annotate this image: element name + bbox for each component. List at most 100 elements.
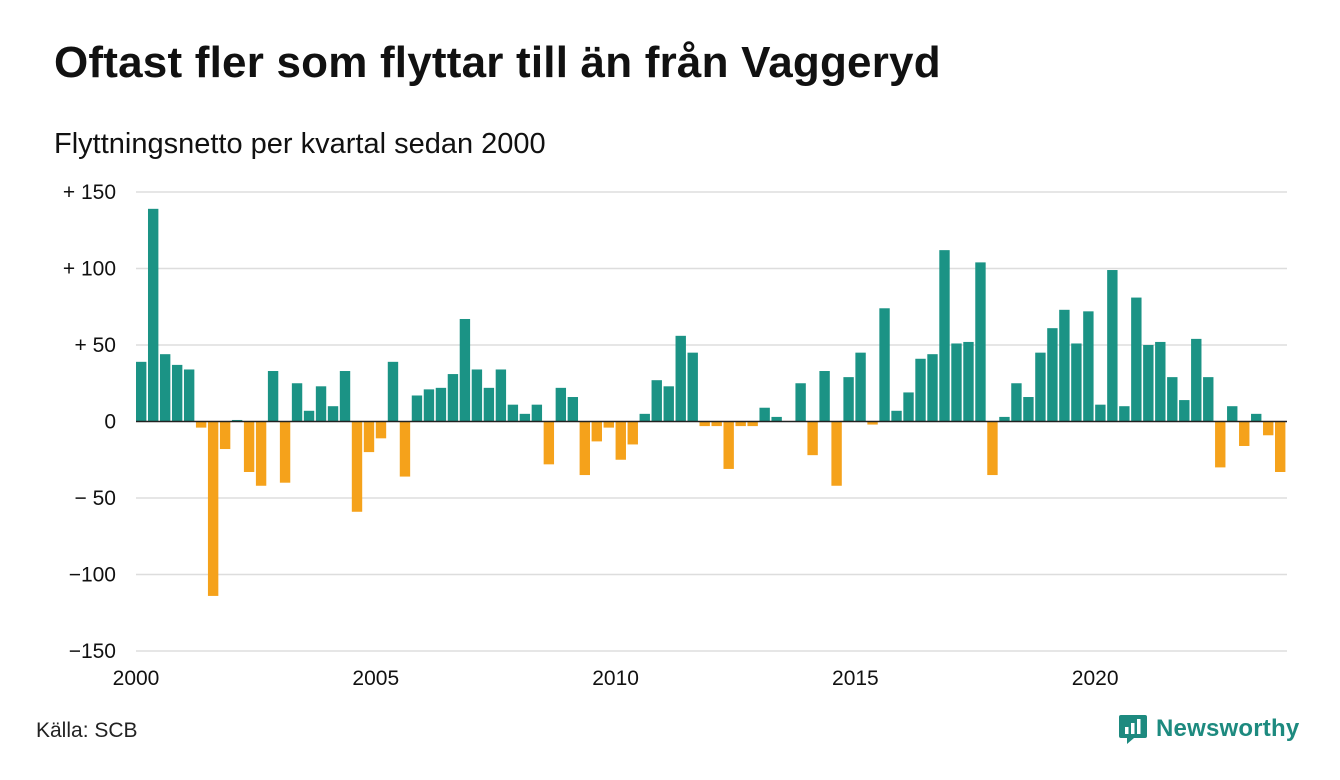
bar: 2016 Q1: 19 (903, 392, 914, 422)
bar: 2017 Q1: 51 (951, 343, 962, 422)
x-tick-label: 2020 (1072, 667, 1119, 690)
y-tick-label: 0 (104, 411, 116, 434)
bar: 2010 Q3: 5 (639, 413, 650, 422)
brand[interactable]: Newsworthy (1118, 713, 1299, 745)
bar: 2012 Q1: -3 (711, 421, 722, 427)
x-axis-labels: 2000 2005 2010 2015 2020 (113, 667, 1119, 690)
y-tick-label: + 50 (75, 334, 116, 357)
bar: 2008 Q2: 11 (531, 404, 543, 422)
bar: 2009 Q4: -4 (603, 421, 614, 428)
bar: 2006 Q3: 31 (447, 374, 459, 422)
bar: 2015 Q4: 7 (891, 410, 902, 422)
bar: 2003 Q4: 23 (315, 386, 327, 422)
bar: 2023 Q2: 5 (1251, 413, 1262, 422)
bar: 2020 Q2: 99 (1107, 270, 1118, 422)
x-tick-label: 2005 (352, 667, 399, 690)
bar: 2011 Q2: 56 (675, 335, 686, 422)
bar: 2022 Q3: -30 (1215, 421, 1226, 468)
x-tick-label: 2015 (832, 667, 879, 690)
bar: 2010 Q4: 27 (651, 380, 662, 422)
source-note: Källa: SCB (36, 719, 138, 742)
bar: 2021 Q2: 52 (1155, 341, 1166, 422)
bar: 2000 Q4: 37 (171, 364, 183, 422)
bar: 2015 Q2: -2 (867, 421, 878, 425)
bar: 2016 Q4: 112 (939, 250, 950, 422)
y-tick-label: + 100 (63, 258, 116, 281)
bar: 2020 Q3: 10 (1119, 406, 1130, 422)
bar: 2018 Q1: 3 (999, 416, 1010, 422)
brand-name: Newsworthy (1156, 715, 1300, 742)
bar: 2011 Q4: -3 (699, 421, 710, 427)
bar: 2004 Q2: 33 (339, 371, 351, 422)
bar: 2021 Q3: 29 (1167, 377, 1178, 422)
bar: 2007 Q1: 34 (471, 369, 483, 422)
bar: 2013 Q1: 9 (759, 407, 770, 422)
bar: 2002 Q4: 33 (267, 371, 279, 422)
chart-title: Oftast fler som flyttar till än från Vag… (54, 38, 941, 87)
bar: 2006 Q2: 22 (435, 387, 447, 422)
bar: 2003 Q2: 25 (291, 383, 303, 422)
bar: 2015 Q1: 45 (855, 352, 866, 422)
bar: 2022 Q2: 29 (1203, 377, 1214, 422)
bar: 2020 Q4: 81 (1131, 297, 1142, 422)
bar: 2009 Q2: -35 (579, 421, 590, 476)
y-tick-label: −100 (69, 564, 116, 587)
bar: 2004 Q4: -20 (363, 421, 375, 453)
bar: 2009 Q1: 16 (567, 397, 579, 422)
bar: 2000 Q3: 44 (159, 354, 171, 422)
bar: 2008 Q3: -28 (543, 421, 555, 465)
bar: 2010 Q1: -25 (615, 421, 626, 460)
bar: 2002 Q1: 1 (231, 419, 243, 422)
bar: 2005 Q4: 17 (411, 395, 423, 422)
bar: 2019 Q2: 73 (1059, 309, 1070, 422)
bar: 2002 Q2: -33 (243, 421, 255, 472)
bar-chart: + 150+ 100+ 500− 50−100−150 2000 Q1: 392… (63, 181, 1287, 690)
bar: 2022 Q4: 10 (1227, 406, 1238, 422)
bar: 2013 Q2: 3 (771, 416, 782, 422)
bar: 2017 Q3: 104 (975, 262, 986, 422)
x-tick-label: 2000 (113, 667, 160, 690)
bar: 2016 Q2: 41 (915, 358, 926, 422)
bar: 2002 Q3: -42 (255, 421, 267, 486)
bar: 2018 Q3: 16 (1023, 397, 1034, 422)
bar: 2014 Q4: 29 (843, 377, 854, 422)
bar: 2005 Q1: -11 (375, 421, 387, 439)
bar: 2004 Q1: 10 (327, 406, 339, 422)
bar: 2001 Q4: -18 (219, 421, 231, 450)
y-tick-label: − 50 (75, 487, 116, 510)
bars: 2000 Q1: 392000 Q2: 1392000 Q3: 442000 Q… (136, 208, 1286, 596)
bar: 2006 Q1: 21 (423, 389, 435, 422)
x-tick-label: 2010 (592, 667, 639, 690)
bar: 2012 Q3: -3 (735, 421, 746, 427)
bar: 2003 Q3: 7 (303, 410, 315, 422)
bar: 2008 Q1: 5 (519, 413, 531, 422)
bar: 2009 Q3: -13 (591, 421, 602, 442)
bar: 2012 Q4: -3 (747, 421, 758, 427)
bar: 2001 Q1: 34 (183, 369, 195, 422)
bar: 2004 Q3: -59 (351, 421, 363, 512)
bar: 2021 Q4: 14 (1179, 400, 1190, 422)
grid-lines (136, 191, 1287, 652)
bar: 2015 Q3: 74 (879, 308, 890, 422)
bar: 2021 Q1: 50 (1143, 345, 1154, 422)
bar: 2006 Q4: 67 (459, 318, 471, 422)
bar: 2013 Q4: 25 (795, 383, 806, 422)
bar: 2000 Q2: 139 (147, 208, 159, 422)
bar: 2001 Q2: -4 (195, 421, 207, 428)
bar: 2014 Q3: -42 (831, 421, 842, 486)
bar: 2010 Q2: -15 (627, 421, 638, 445)
bar: 2011 Q3: 45 (687, 352, 698, 422)
y-tick-label: + 150 (63, 181, 116, 204)
bar: 2011 Q1: 23 (663, 386, 674, 422)
newsworthy-logo-icon (1119, 715, 1147, 744)
bar: 2019 Q1: 61 (1047, 328, 1058, 422)
bar: 2017 Q4: -35 (987, 421, 998, 476)
bar: 2023 Q1: -16 (1239, 421, 1250, 446)
bar: 2005 Q2: 39 (387, 361, 399, 422)
bar: 2019 Q3: 51 (1071, 343, 1082, 422)
bar: 2023 Q4: -33 (1275, 421, 1286, 472)
bar: 2020 Q1: 11 (1095, 404, 1106, 422)
bar: 2019 Q4: 72 (1083, 311, 1094, 422)
bar: 2018 Q2: 25 (1011, 383, 1022, 422)
bar: 2001 Q3: -114 (207, 421, 219, 596)
